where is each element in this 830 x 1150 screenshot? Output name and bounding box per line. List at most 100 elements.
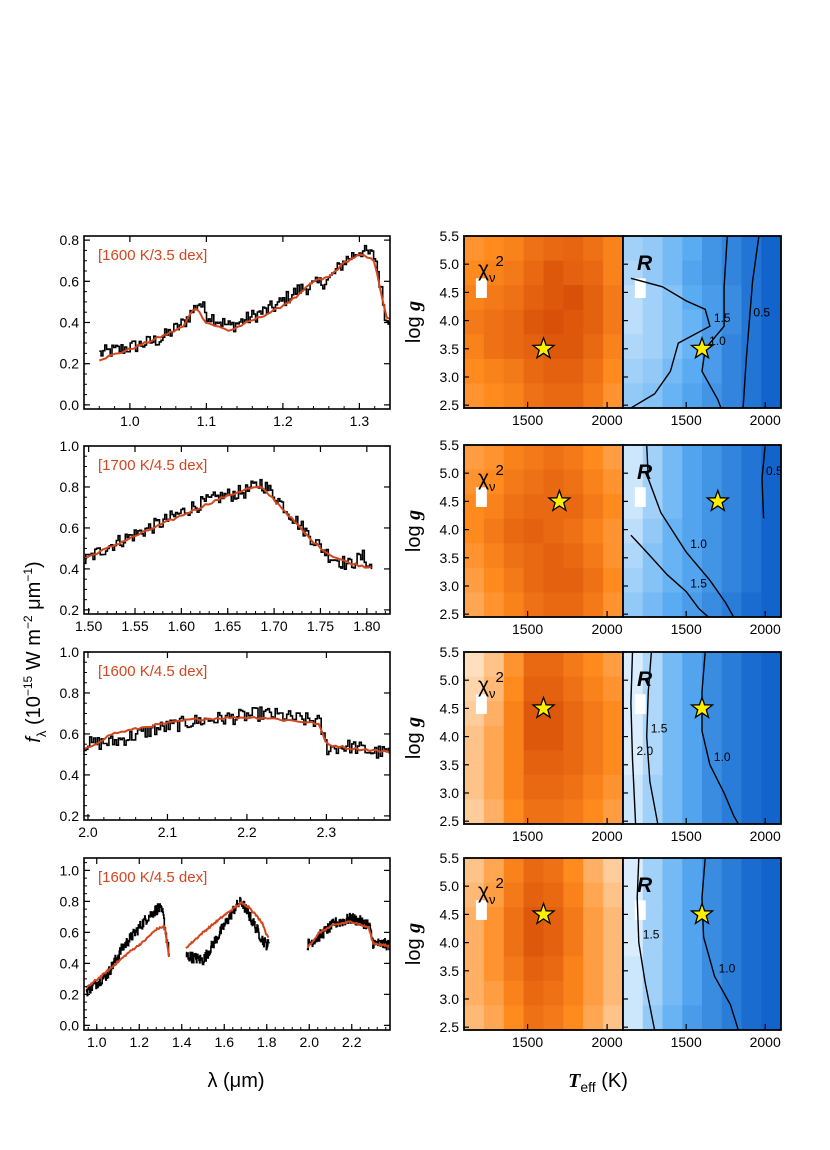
r-heatmap-cell [623,236,644,262]
r-heatmap-cell [721,260,743,286]
grid-panel-row-1: 1500 2000 2.5 3.0 3.5 4.0 4.5 5.0 5.5 1.5 1.0 0.5 15… [403,228,782,428]
r-heatmap-cell [721,358,743,385]
chi-heatmap-cell [503,1005,525,1030]
r-heatmap-cell [721,774,743,801]
r-label: R [637,874,653,897]
chi-heatmap-cell [603,285,623,311]
fit-annotation: [1600 K/4.5 dex] [98,663,207,680]
r-frame [622,857,782,1031]
chi-heatmap-cell [563,383,584,408]
y-tick-label: 2.5 [440,1019,460,1035]
chi-heatmap-cell [583,469,604,495]
chi-heatmap-cell [563,882,584,908]
r-contour-label: 0.5 [766,464,783,478]
r-heatmap-cell [623,652,644,678]
chi-heatmap-cell [603,260,623,286]
r-contour-label: 1.0 [690,537,707,551]
r-heatmap-cell [761,1005,781,1030]
x-tick-label: 1.2 [273,413,293,429]
r-heatmap-cell [682,956,703,982]
r-heatmap-cell [623,567,644,594]
r-heatmap-cell [761,725,781,751]
r-heatmap-cell [702,725,723,751]
chi-heatmap-cell [543,882,564,908]
data-spectrum-seg-1 [84,478,373,570]
log-text: log [403,727,425,759]
ylabel-exp-2: −2 [21,615,35,629]
y-tick-label: 1.0 [60,438,80,454]
chi-heatmap-cell [543,676,564,702]
ylabel-f: f [23,735,45,743]
teff-sub: eff [580,1079,595,1095]
r-heatmap-cell [623,956,644,982]
spectrum-panel-4: 1.0 1.2 1.4 1.6 1.8 2.0 2.2 0.0 0.2 0.4 0.6 0.8 1.0 [… [60,857,391,1050]
chi-heatmap-cell [563,1005,584,1030]
r-heatmap-cell [662,445,683,471]
spectrum-y-axis-label: fλ (10−15 W m−2 μm−1) [21,561,49,742]
r-heatmap-cell [702,285,723,311]
chi-heatmap-cell [543,1005,564,1030]
model-spectrum-seg-2 [185,901,270,950]
r-heatmap-cell [721,383,743,408]
r-heatmap-cell [761,445,781,471]
r-heatmap-cell [741,980,762,1007]
chi-heatmap-cell [503,285,525,311]
r-contour-line [645,652,659,824]
chi-square-label: χν2 [478,462,504,494]
r-heatmap-cell [741,858,762,884]
chi-sub: ν [489,479,496,494]
x-tick-label: 2.3 [317,824,337,840]
chi-heatmap-cell [523,980,545,1007]
y-tick-label: 0.4 [60,955,80,971]
chi-heatmap-cell [543,543,564,569]
r-heatmap-cell [721,543,743,569]
r-heatmap-cell [702,592,723,617]
r-heatmap-cell [761,469,781,495]
y-tick-label: 0.8 [60,893,80,909]
r-label: R [637,461,653,484]
y-tick-label: 0.4 [60,315,80,331]
spectrum-panel-2: 1.50 1.55 1.60 1.65 1.70 1.75 1.80 0.2 0.4 0.6 0.8… [60,438,391,634]
log-text: log [403,311,425,343]
chi-heatmap-cell [503,358,525,385]
r-heatmap-cell [702,882,723,908]
chi-heatmap-cell [503,309,525,335]
chi-heatmap-cell [563,236,584,262]
chi-heatmap-cell [603,725,623,751]
chi-heatmap-cell [583,907,604,933]
x-tick-label: 1.0 [87,1034,107,1050]
chi-heatmap-cell [523,858,545,884]
r-missing-cell [634,487,646,507]
r-heatmap-cell [761,592,781,617]
best-fit-star-icon [531,695,556,719]
chi-heatmap-cell [583,725,604,751]
r-heatmap-cell [702,260,723,286]
x-tick-label: 1.8 [257,1034,277,1050]
r-heatmap-cell [702,469,723,495]
chi-heatmap-cell [523,750,545,776]
data-spectrum-seg-1 [84,706,390,759]
log-g-axis-label: log g [403,923,425,965]
r-heatmap-cell [721,518,743,544]
chi-heatmap-cell [483,567,505,594]
r-heatmap-cell [761,701,781,727]
r-heatmap-cell [662,1005,683,1030]
r-heatmap-cell [682,676,703,702]
y-tick-label: 4.5 [440,700,460,716]
chi-heatmap-cell [523,445,545,471]
y-tick-label: 5.0 [440,256,460,272]
r-heatmap-cell [662,494,683,520]
chi-heatmap-cell [583,799,604,824]
chi-heatmap-cell [503,725,525,751]
r-heatmap-cell [623,334,644,360]
ylabel-units-1: (10 [23,696,45,730]
chi-heatmap-cell [543,383,564,408]
chi-heatmap-cell [483,309,505,335]
r-heatmap-cell [741,518,762,544]
x-tick-label: 2.2 [342,1034,362,1050]
chi-heatmap-cell [464,774,485,801]
fit-annotation: [1700 K/4.5 dex] [98,457,207,474]
chi-heatmap-cell [543,592,564,617]
chi-heatmap-cell [523,383,545,408]
chi-heatmap-cell [483,260,505,286]
